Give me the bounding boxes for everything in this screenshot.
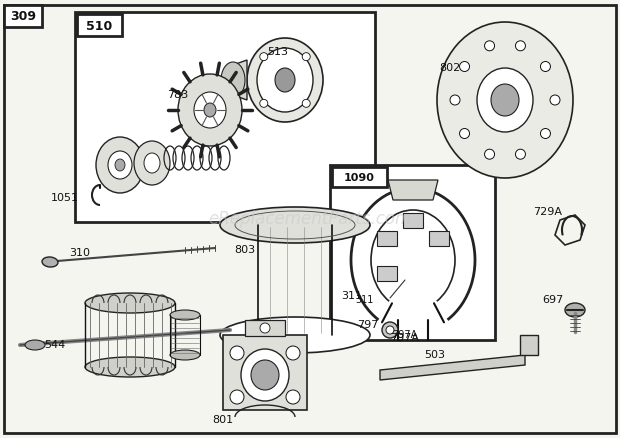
Text: 510: 510 [86,20,112,32]
Text: 544: 544 [45,340,66,350]
Text: 513: 513 [267,47,288,57]
Ellipse shape [491,84,519,116]
Text: 797A: 797A [391,333,420,343]
Text: 309: 309 [10,11,36,24]
Ellipse shape [437,22,573,178]
Text: 311: 311 [356,295,374,305]
Text: 797: 797 [357,320,379,330]
Ellipse shape [144,153,160,173]
Ellipse shape [170,350,200,360]
Circle shape [459,128,469,138]
Circle shape [550,95,560,105]
Ellipse shape [85,293,175,313]
Ellipse shape [565,303,585,317]
Text: 697: 697 [542,295,564,305]
Polygon shape [380,355,525,380]
Circle shape [515,149,526,159]
Circle shape [386,326,394,334]
Text: 803: 803 [234,245,255,255]
Text: 801: 801 [213,415,234,425]
Circle shape [230,346,244,360]
Bar [4,5,42,27]
Polygon shape [520,335,538,355]
Polygon shape [388,180,438,200]
Circle shape [260,323,270,333]
Text: 311: 311 [342,291,363,301]
Circle shape [302,53,310,61]
Ellipse shape [241,349,289,401]
Bar [377,230,397,246]
Bar [377,265,397,280]
Ellipse shape [257,48,313,112]
Circle shape [541,128,551,138]
Circle shape [286,390,300,404]
Ellipse shape [42,257,58,267]
Bar [77,14,122,36]
Circle shape [302,99,310,107]
Bar [75,12,375,222]
Text: 797A: 797A [392,330,418,340]
Text: 783: 783 [167,90,188,100]
Text: 503: 503 [425,350,446,360]
Ellipse shape [204,103,216,117]
Circle shape [286,346,300,360]
Text: 1090: 1090 [343,173,374,183]
Ellipse shape [221,62,245,98]
Bar [403,213,423,228]
Circle shape [230,390,244,404]
Ellipse shape [115,159,125,171]
Ellipse shape [247,38,323,122]
Ellipse shape [220,207,370,243]
Bar [245,320,285,336]
Text: 802: 802 [440,63,461,73]
Bar [429,230,449,246]
Text: eReplacementParts.com: eReplacementParts.com [208,210,412,228]
Circle shape [382,322,398,338]
Ellipse shape [96,137,144,193]
Circle shape [541,61,551,71]
Ellipse shape [220,317,370,353]
Ellipse shape [477,68,533,132]
Ellipse shape [134,141,170,185]
Circle shape [515,41,526,51]
Circle shape [450,95,460,105]
Ellipse shape [108,151,132,179]
Ellipse shape [85,357,175,377]
Bar [332,167,387,187]
Ellipse shape [194,92,226,128]
Ellipse shape [178,74,242,146]
Circle shape [485,149,495,159]
Text: 310: 310 [69,248,91,258]
Ellipse shape [25,340,45,350]
Circle shape [459,61,469,71]
Circle shape [485,41,495,51]
Ellipse shape [251,360,279,390]
Text: 1051: 1051 [51,193,79,203]
Circle shape [260,53,268,61]
Polygon shape [233,60,247,100]
Ellipse shape [275,68,295,92]
Bar [330,165,495,340]
Circle shape [260,99,268,107]
Ellipse shape [170,310,200,320]
Text: 729A: 729A [533,207,562,217]
Bar [223,335,307,410]
